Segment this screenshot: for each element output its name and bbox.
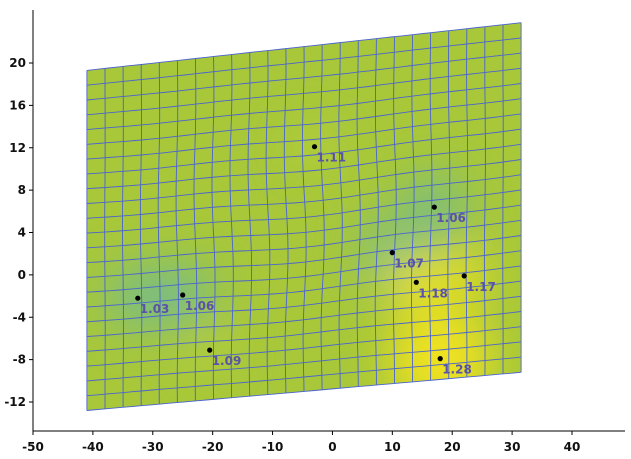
- data-point-2: [207, 347, 213, 353]
- data-point-3: [311, 144, 318, 150]
- y-tick-label: -12: [4, 395, 26, 409]
- data-point-label-6: 1.18: [418, 286, 448, 300]
- mesh-column-line: [447, 30, 451, 379]
- mesh-row-line: [86, 22, 522, 71]
- y-tick-label: 16: [9, 98, 26, 112]
- mesh-row-line: [86, 356, 522, 397]
- mesh-row-line: [86, 37, 522, 86]
- mesh-column-line: [374, 38, 379, 385]
- data-point-label-0: 1.03: [140, 302, 170, 316]
- data-point-5: [389, 250, 395, 256]
- mesh-column-line: [211, 56, 216, 400]
- mesh-column-line: [301, 46, 307, 392]
- data-point-label-7: 1.17: [466, 280, 496, 294]
- mesh-column-line: [483, 26, 486, 376]
- data-point-label-3: 1.11: [317, 151, 347, 165]
- x-tick-label: -30: [142, 440, 164, 454]
- mesh-row-line: [86, 326, 522, 367]
- data-point-label-4: 1.06: [436, 211, 466, 225]
- x-tick-label: 40: [564, 440, 581, 454]
- mesh-column-line: [320, 44, 325, 390]
- y-tick-label: -4: [13, 310, 26, 324]
- data-point-label-2: 1.09: [212, 354, 242, 368]
- mesh-row-line: [86, 128, 522, 175]
- x-tick-label: 20: [444, 440, 461, 454]
- data-point-0: [135, 295, 141, 301]
- mesh-row-line: [86, 265, 522, 308]
- data-points: 1.03 1.06 1.09 1.11 1.06 1.07 1.18 1.17 1.28: [135, 144, 496, 377]
- y-tick-label: -8: [13, 353, 26, 367]
- mesh-row-line: [86, 189, 522, 234]
- mesh-row-line: [86, 235, 522, 278]
- x-tick-label: 10: [384, 440, 401, 454]
- mesh-row-line: [86, 219, 522, 264]
- data-point-1: [180, 292, 186, 298]
- x-tick-label: -10: [262, 440, 284, 454]
- mesh-column-line: [338, 42, 343, 389]
- y-tick-label: 0: [18, 268, 26, 282]
- y-tick-label: 8: [18, 183, 26, 197]
- mesh-column-line: [429, 32, 433, 381]
- mesh-column-line: [356, 40, 361, 387]
- mesh-column-line: [139, 64, 143, 406]
- mesh-column-line: [283, 48, 289, 394]
- mesh-column-line: [247, 52, 253, 397]
- x-tick-label: -20: [202, 440, 224, 454]
- x-tick-label: 0: [328, 440, 336, 454]
- x-tick-label: 30: [504, 440, 521, 454]
- mesh-row-line: [86, 83, 522, 131]
- mesh-row-line: [86, 67, 522, 116]
- mesh-row-line: [86, 52, 522, 101]
- data-point-7: [461, 273, 467, 279]
- mesh-row-line: [86, 174, 522, 219]
- mesh-column-line: [265, 50, 271, 395]
- mesh-column-line: [392, 36, 397, 384]
- data-point-8: [437, 356, 443, 362]
- mesh-row-line: [86, 143, 522, 190]
- x-tick-label: -50: [22, 440, 44, 454]
- data-point-6: [413, 279, 419, 285]
- mesh-row-line: [86, 98, 522, 145]
- data-point-label-8: 1.28: [442, 363, 472, 377]
- data-point-label-1: 1.06: [185, 299, 215, 313]
- mesh-row-line: [86, 295, 522, 337]
- mesh-column-line: [157, 62, 161, 405]
- mesh-row-line: [86, 341, 522, 382]
- x-tick-label: -40: [82, 440, 104, 454]
- mesh-column-line: [122, 66, 124, 408]
- mesh-column-line: [502, 24, 504, 374]
- mesh-row-line: [86, 250, 522, 293]
- y-tick-label: 12: [9, 141, 26, 155]
- data-point-4: [431, 204, 437, 210]
- mesh-row-line: [86, 280, 522, 323]
- mesh-column-line: [465, 28, 469, 378]
- y-tick-label: 4: [18, 226, 26, 240]
- mesh-row-line: [86, 113, 522, 160]
- deformation-mesh: [86, 22, 522, 411]
- mesh-column-line: [175, 60, 179, 403]
- mesh-column-line: [104, 68, 106, 409]
- mesh-column-line: [411, 34, 415, 382]
- mesh-column-line: [229, 54, 234, 398]
- data-point-label-5: 1.07: [394, 257, 424, 271]
- mesh-row-line: [86, 204, 522, 249]
- mesh-row-line: [86, 159, 522, 204]
- mesh-column-line: [193, 58, 198, 401]
- mesh-row-line: [86, 371, 522, 411]
- y-tick-label: 20: [9, 56, 26, 70]
- mesh-row-line: [86, 311, 522, 352]
